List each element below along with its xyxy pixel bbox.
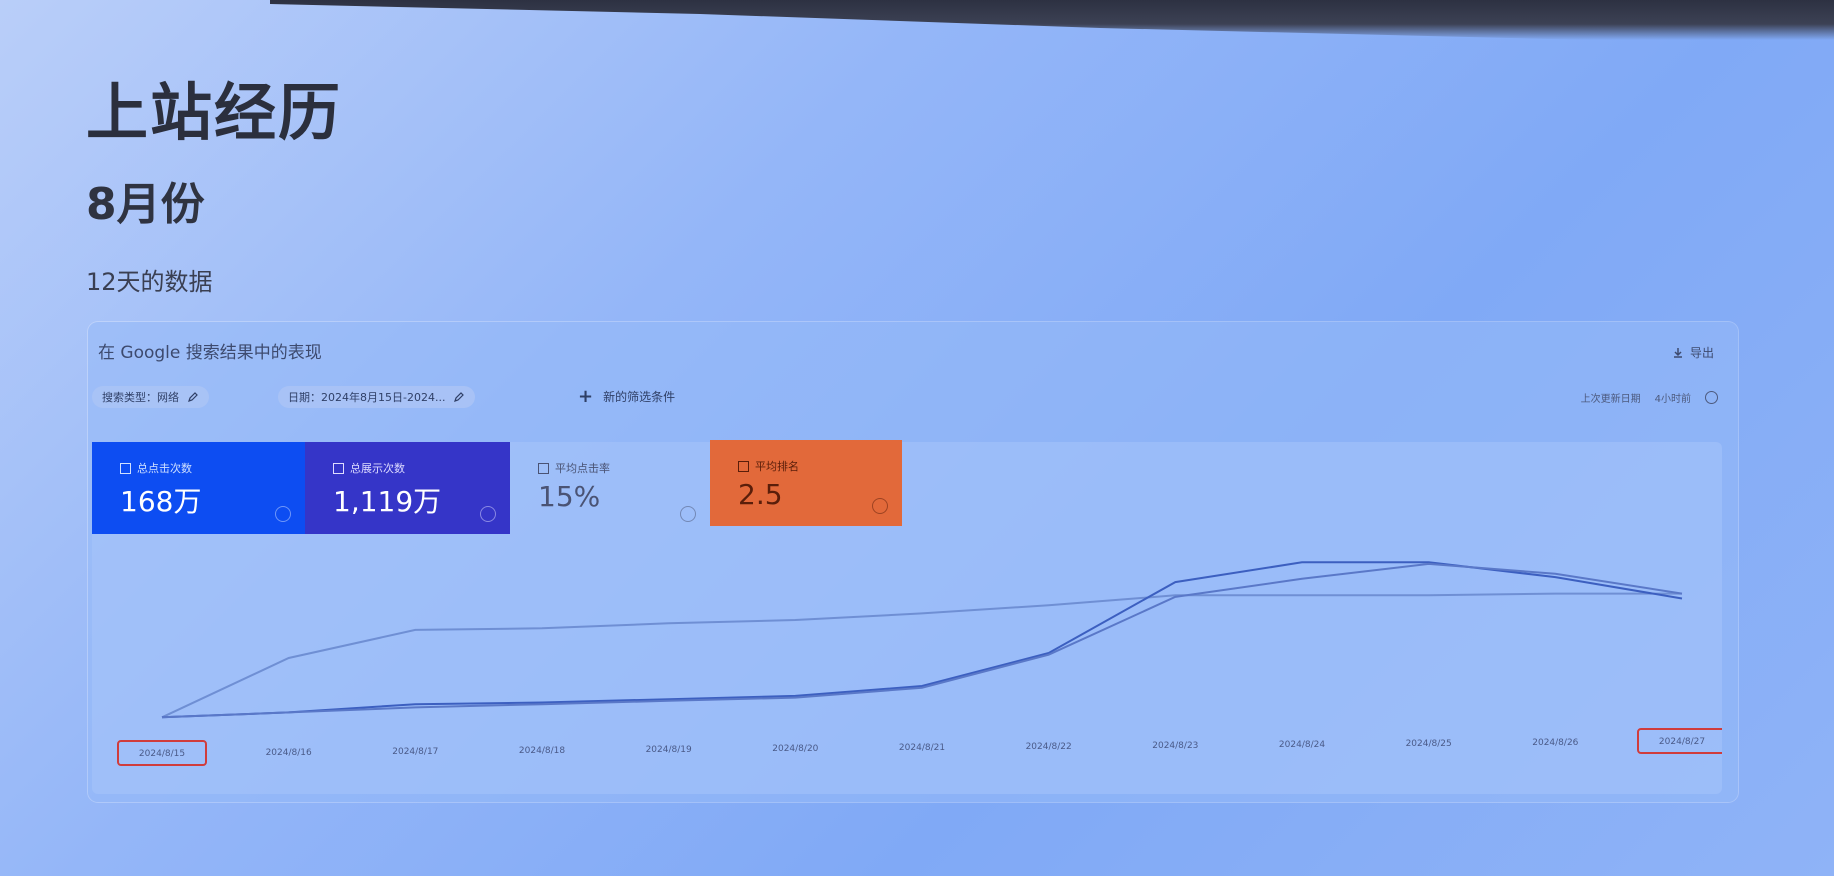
metric-value: 168万 xyxy=(120,485,202,518)
add-filter-label: 新的筛选条件 xyxy=(603,390,676,404)
metric-label: 总点击次数 xyxy=(137,462,192,475)
export-label: 导出 xyxy=(1689,346,1714,360)
metric-card-average-position[interactable]: 平均排名 2.5 xyxy=(710,440,902,526)
slide-title: 上站经历 xyxy=(86,76,343,149)
last-updated-label: 上次更新日期 xyxy=(1580,394,1641,405)
checkbox-icon xyxy=(120,462,131,474)
help-icon xyxy=(275,506,291,522)
x-tick-label: 2024/8/23 xyxy=(1152,741,1198,751)
x-tick-label: 2024/8/16 xyxy=(266,748,312,758)
filter-chip-search-type[interactable]: 搜索类型：网络 xyxy=(92,386,209,408)
pencil-icon xyxy=(188,392,198,402)
x-tick-label: 2024/8/27 xyxy=(1659,737,1705,747)
x-tick-label: 2024/8/22 xyxy=(1026,742,1072,752)
metric-label: 总展示次数 xyxy=(350,462,405,475)
x-tick-label: 2024/8/20 xyxy=(772,744,818,754)
metric-value: 2.5 xyxy=(738,478,783,511)
export-button[interactable]: 导出 xyxy=(1672,344,1714,361)
chart-area: 总点击次数 168万 总展示次数 1,119万 平均点击率 15% 平均排名 2… xyxy=(92,440,1722,794)
metric-label: 平均点击率 xyxy=(555,462,610,475)
checkbox-icon xyxy=(738,460,749,472)
info-icon xyxy=(1705,391,1718,404)
x-tick-label: 2024/8/24 xyxy=(1279,740,1325,750)
performance-card: 在 Google 搜索结果中的表现 导出 搜索类型：网络 日期：2024年8月1… xyxy=(88,322,1738,802)
series-line-1 xyxy=(161,561,1683,719)
metric-card-total-clicks[interactable]: 总点击次数 168万 xyxy=(92,442,305,534)
filter-chip-label: 日期：2024年8月15日-2024... xyxy=(288,391,446,404)
series-line-0 xyxy=(161,592,1682,719)
x-tick-label: 2024/8/18 xyxy=(519,746,565,756)
download-icon xyxy=(1673,347,1682,358)
metric-value: 15% xyxy=(538,480,601,513)
help-icon xyxy=(680,506,696,522)
x-tick-label: 2024/8/25 xyxy=(1406,739,1452,749)
x-tick-label: 2024/8/15 xyxy=(139,749,185,759)
card-title: 在 Google 搜索结果中的表现 xyxy=(98,343,322,363)
series-line-2 xyxy=(161,562,1683,719)
x-tick-label: 2024/8/26 xyxy=(1532,738,1578,748)
slide-caption: 12天的数据 xyxy=(86,268,213,296)
monitor-bezel xyxy=(270,0,1834,40)
x-tick-label: 2024/8/19 xyxy=(646,745,692,755)
metric-label: 平均排名 xyxy=(755,460,799,473)
help-icon xyxy=(480,506,496,522)
highlight-box xyxy=(117,740,207,766)
plus-icon: + xyxy=(578,386,594,407)
performance-line-chart: 2024/8/15 2024/8/16 2024/8/17 2024/8/18 2024… xyxy=(117,561,1722,766)
x-tick-label: 2024/8/21 xyxy=(899,743,945,753)
checkbox-icon xyxy=(538,462,549,474)
metric-card-total-impressions[interactable]: 总展示次数 1,119万 xyxy=(305,442,510,534)
checkbox-icon xyxy=(333,462,344,474)
help-icon xyxy=(872,498,888,514)
last-updated-value: 4小时前 xyxy=(1654,394,1691,405)
slide-subtitle: 8月份 xyxy=(86,179,205,230)
filter-chip-date[interactable]: 日期：2024年8月15日-2024... xyxy=(278,386,476,408)
add-filter-button[interactable]: + 新的筛选条件 xyxy=(578,386,675,407)
last-updated: 上次更新日期 4小时前 xyxy=(1581,390,1718,405)
filter-chip-label: 搜索类型：网络 xyxy=(102,391,179,404)
metric-card-average-ctr[interactable]: 平均点击率 15% xyxy=(510,442,710,534)
metric-value: 1,119万 xyxy=(333,485,442,518)
x-tick-label: 2024/8/17 xyxy=(392,747,438,757)
highlight-box xyxy=(1637,728,1722,754)
pencil-icon xyxy=(454,392,465,402)
